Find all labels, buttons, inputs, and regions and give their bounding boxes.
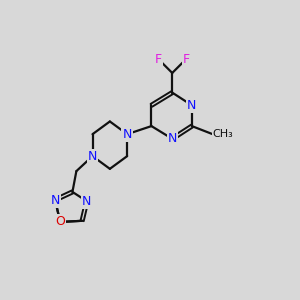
Text: F: F (182, 52, 190, 66)
Text: N: N (187, 99, 196, 112)
Text: N: N (82, 195, 92, 208)
Text: N: N (88, 150, 97, 163)
Text: F: F (155, 52, 162, 66)
Text: N: N (50, 194, 60, 206)
Text: CH₃: CH₃ (213, 129, 233, 139)
Text: O: O (55, 215, 65, 229)
Text: N: N (167, 132, 177, 145)
Text: N: N (122, 128, 132, 141)
